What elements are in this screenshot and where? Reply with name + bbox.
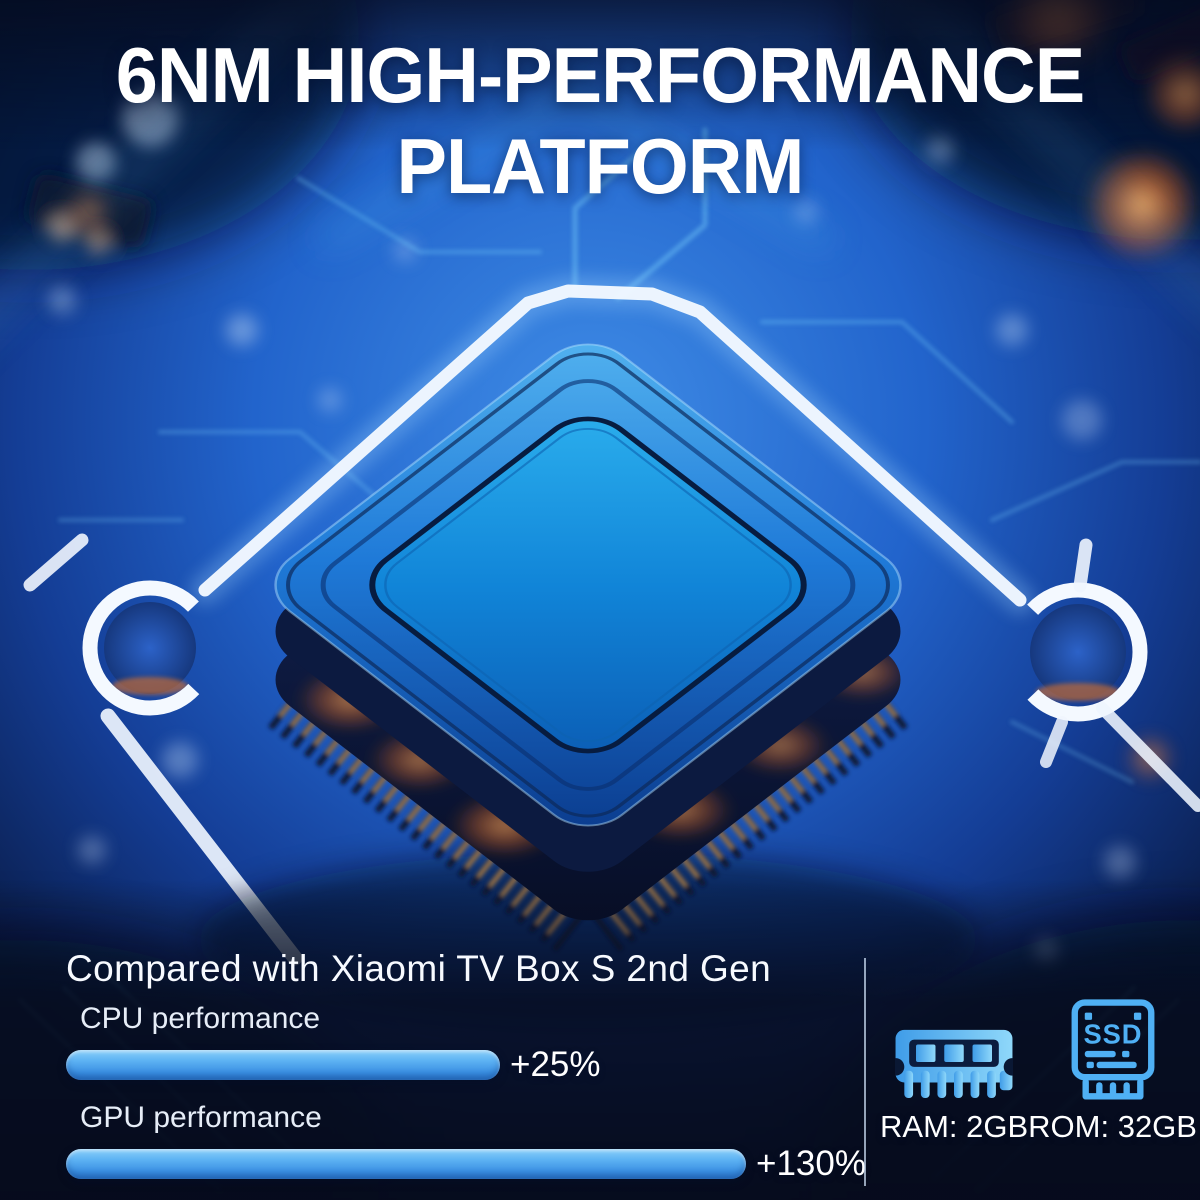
gpu-performance-bar: [66, 1149, 747, 1179]
vertical-divider: [864, 958, 866, 1186]
specs-section: RAM: 2GB SSD: [880, 998, 1197, 1145]
cpu-performance-value: +25%: [510, 1045, 601, 1084]
title-line-2: PLATFORM: [396, 122, 805, 211]
left-pad-ring: [82, 580, 218, 716]
cpu-performance-row: +25%: [66, 1045, 866, 1085]
chip-pins: [268, 683, 908, 954]
cpu-performance-bar: [66, 1050, 500, 1080]
ssd-icon: SSD: [1071, 999, 1154, 1100]
light-streak-right: [1096, 702, 1200, 812]
rom-spec-label: ROM: 32GB: [1028, 1109, 1197, 1144]
title-line-1: 6NM HIGH-PERFORMANCE: [115, 31, 1085, 119]
comparison-section: Compared with Xiaomi TV Box S 2nd Gen CP…: [66, 948, 866, 1184]
rom-spec: SSD ROM: 32GB: [1028, 998, 1197, 1145]
cpu-chip: [274, 343, 908, 921]
gpu-performance-label: GPU performance: [80, 1101, 322, 1134]
gpu-performance-value: +130%: [756, 1144, 866, 1183]
svg-text:SSD: SSD: [1083, 1019, 1142, 1050]
ram-spec-label: RAM: 2GB: [880, 1109, 1029, 1144]
page-title: 6NM HIGH-PERFORMANCE PLATFORM: [18, 30, 1182, 213]
comparison-heading: Compared with Xiaomi TV Box S 2nd Gen: [66, 948, 772, 989]
top-fade: [0, 0, 1200, 150]
frame-outline: [23, 284, 1200, 966]
cpu-performance-label: CPU performance: [80, 1002, 321, 1035]
gpu-performance-row: +130%: [66, 1144, 866, 1184]
ram-spec: RAM: 2GB: [880, 1024, 1028, 1145]
ram-icon: [895, 1029, 1014, 1099]
